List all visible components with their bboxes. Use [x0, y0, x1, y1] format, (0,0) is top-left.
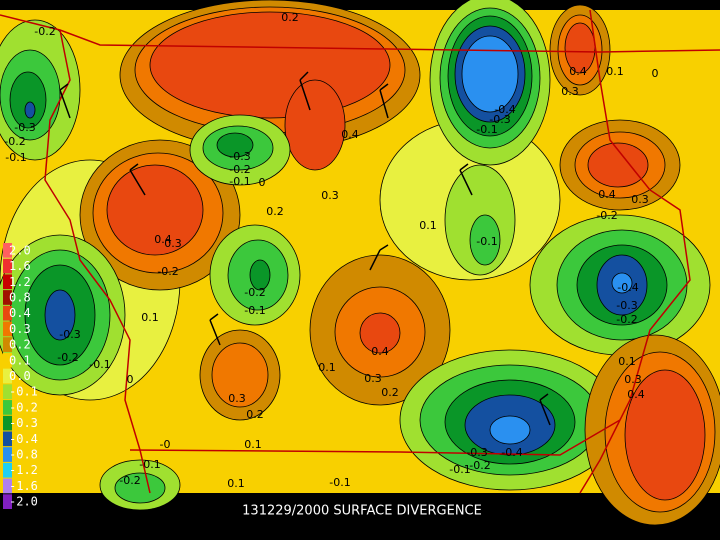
legend-swatch	[3, 321, 12, 337]
contour-label: 0.3	[321, 189, 339, 202]
legend-label: 0.2	[9, 338, 31, 352]
contour-label: -0.2	[4, 135, 25, 148]
contour-label: 0.4	[371, 345, 389, 358]
legend-swatch	[3, 415, 12, 431]
contour-label: 0.3	[228, 392, 246, 405]
legend-swatch	[3, 352, 12, 368]
contour-label: -0.2	[229, 163, 250, 176]
contour-label: -0.2	[596, 209, 617, 222]
contour-label: -0.1	[139, 458, 160, 471]
legend-swatch	[3, 494, 12, 509]
legend-label: -0.1	[9, 385, 38, 399]
contour-label: 0.4	[341, 128, 359, 141]
legend-label: 0.4	[9, 306, 31, 320]
contour-label: 0.4	[598, 188, 616, 201]
contour-label: -0.3	[229, 150, 250, 163]
contour-label: 0.1	[141, 311, 159, 324]
contour-field	[0, 0, 720, 526]
contour-labels: -0.20.20.4 0.1 00.3-0.4-0.3-0.1-0.3-0.2-0.…	[4, 11, 658, 490]
legend-label: -0.3	[9, 416, 38, 430]
legend-label: -1.2	[9, 463, 38, 477]
contour-label: -0.2	[616, 313, 637, 326]
contour-label: 0.3	[164, 237, 182, 250]
legend-label: -1.6	[9, 479, 38, 493]
contour-label: -0.2	[119, 474, 140, 487]
legend-swatch	[3, 447, 12, 462]
legend-swatch	[3, 243, 12, 258]
contour-label: -0.1	[476, 123, 497, 136]
legend-label: 0.8	[9, 290, 31, 304]
contour-label: -0.3	[489, 113, 510, 126]
legend-swatch	[3, 290, 12, 305]
legend-swatch	[3, 337, 12, 352]
contour-label: -0.4	[494, 103, 515, 116]
legend-swatch	[3, 431, 12, 447]
contour-label: -0.1	[5, 151, 26, 164]
wind-barbs	[59, 71, 551, 426]
contour-label: -0.2	[34, 25, 55, 38]
legend-swatch	[3, 384, 12, 400]
contour-label: 0.3	[364, 372, 382, 385]
contour-label: 0.2	[266, 205, 284, 218]
contour-label: 0.1	[318, 361, 336, 374]
contour-label: -0.3	[14, 121, 35, 134]
contour-label: -0.1	[229, 175, 250, 188]
contour-label: 0.4	[154, 233, 172, 246]
legend-swatch	[3, 400, 12, 415]
contour-label: -0.2	[469, 459, 490, 472]
legend-label: 2.0	[9, 243, 31, 257]
legend-label: -0.2	[9, 400, 38, 414]
state-borders	[0, 9, 720, 494]
contour-label: -0.1	[244, 304, 265, 317]
contour-label: 0.1	[606, 65, 624, 78]
contour-label: -0.3	[616, 299, 637, 312]
contour-label: -0.3	[59, 328, 80, 341]
contour-label: -0	[160, 438, 171, 451]
contour-label: 0.1	[618, 355, 636, 368]
contour-label: 0.2	[246, 408, 264, 421]
legend-swatch	[3, 305, 12, 321]
legend-label: -2.0	[9, 495, 38, 509]
contour-label: -0.1	[449, 463, 470, 476]
contour-label: -0.1	[89, 358, 110, 371]
contour-label: 0.3	[624, 373, 642, 386]
legend: 2.0 1.6 1.20.8 0.4 0.3 0.20.1 0.0 -0.1-0.2 -0.3 -…	[3, 243, 38, 509]
contour-label: 0	[127, 373, 134, 386]
legend-label: 1.2	[9, 275, 31, 289]
contour-label: 0	[652, 67, 659, 80]
contour-label: 0.1	[244, 438, 262, 451]
legend-label: -0.8	[9, 448, 38, 462]
contour-label: 0.1	[227, 477, 245, 490]
legend-swatch	[3, 462, 12, 478]
legend-label: 0.0	[9, 369, 31, 383]
legend-swatch	[3, 274, 12, 290]
contour-label: 0.4	[569, 65, 587, 78]
contour-label: 0.2	[381, 386, 399, 399]
contour-label: -0.3	[466, 446, 487, 459]
contour-label: -0.2	[57, 351, 78, 364]
contour-label: -0.4	[501, 446, 522, 459]
legend-label: 0.1	[9, 353, 31, 367]
contour-label: 0.1	[419, 219, 437, 232]
map-title: 131229/2000 SURFACE DIVERGENCE	[242, 504, 482, 519]
contour-label: 0.3	[561, 85, 579, 98]
contour-label: -0.1	[476, 235, 497, 248]
legend-swatch	[3, 368, 12, 384]
contour-label: -0.2	[157, 265, 178, 278]
contour-label: 0.2	[281, 11, 299, 24]
legend-label: 1.6	[9, 259, 31, 273]
legend-label: 0.3	[9, 322, 31, 336]
legend-label: -0.4	[9, 432, 38, 446]
contour-label: 0	[259, 176, 266, 189]
contour-label: -0.4	[617, 281, 638, 294]
contour-label: 0.3	[631, 193, 649, 206]
contour-label: -0.1	[329, 476, 350, 489]
legend-swatch	[3, 478, 12, 494]
contour-label: -0.2	[244, 286, 265, 299]
legend-swatch	[3, 258, 12, 274]
contour-label: 0.4	[627, 388, 645, 401]
